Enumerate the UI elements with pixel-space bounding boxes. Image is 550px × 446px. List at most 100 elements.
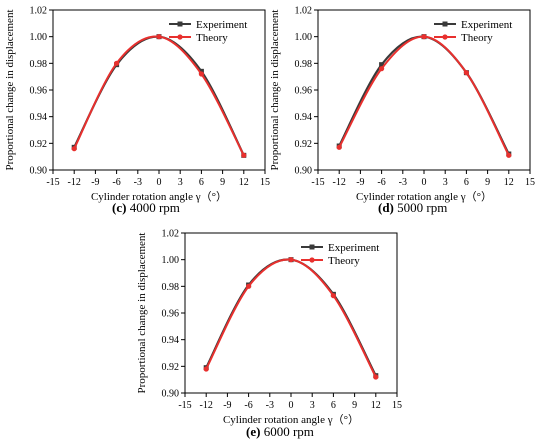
x-tick-label-e: 0 (289, 400, 294, 411)
x-tick-label-e: -3 (266, 400, 274, 411)
legend-label-theory-d: Theory (461, 32, 493, 44)
legend-label-experiment-d: Experiment (461, 19, 512, 31)
x-tick-label-c: 0 (157, 177, 162, 188)
x-tick-label-c: 9 (220, 177, 225, 188)
x-axis-label-c: Cylinder rotation angle γ（°） (91, 190, 227, 203)
data-point-theory-e (246, 283, 252, 289)
x-axis-label-e: Cylinder rotation angle γ（°） (223, 413, 359, 426)
x-tick-label-e: 12 (371, 400, 381, 411)
x-tick-label-e: 3 (310, 400, 315, 411)
series-line-theory-d (338, 35, 510, 156)
x-tick-label-d: -6 (377, 177, 385, 188)
x-tick-label-c: 15 (260, 177, 270, 188)
data-point-theory-c (241, 152, 247, 158)
legend-label-theory-c: Theory (196, 32, 228, 44)
x-tick-label-d: -12 (333, 177, 346, 188)
caption-e-text: 6000 rpm (263, 424, 314, 439)
data-point-theory-e (203, 366, 209, 372)
x-tick-label-e: 9 (352, 400, 357, 411)
x-tick-label-e: 15 (392, 400, 402, 411)
data-point-theory-c (71, 146, 77, 152)
y-tick-label-c: 0.98 (30, 59, 48, 70)
panel-c: -15 -12 -9 -6 -3 0 3 6 9 12 15 0.90 0.92 0.94 0.96 0.98… (4, 6, 270, 204)
caption-d-text: 5000 rpm (397, 200, 448, 215)
data-point-theory-e (330, 293, 336, 299)
legend-marker-theory-c (177, 34, 183, 40)
y-tick-label-e: 0.90 (162, 389, 180, 400)
y-tick-label-c: 1.02 (30, 6, 48, 17)
y-axis-label-e: Proportional change in displacement (136, 233, 148, 394)
x-tick-label-c: -6 (112, 177, 120, 188)
x-tick-label-d: 0 (422, 177, 427, 188)
legend-label-theory-e: Theory (328, 255, 360, 267)
y-tick-label-d: 0.90 (295, 166, 313, 177)
x-tick-label-e: -9 (223, 400, 231, 411)
x-tick-label-d: 6 (464, 177, 469, 188)
y-tick-label-c: 0.90 (30, 166, 48, 177)
y-tick-label-c: 0.92 (30, 139, 48, 150)
legend-marker-theory-e (309, 257, 315, 263)
y-tick-label-d: 1.02 (295, 6, 313, 17)
y-axis-label-c: Proportional change in displacement (4, 10, 16, 171)
data-point-theory-e (373, 374, 379, 380)
x-tick-label-d: 12 (504, 177, 514, 188)
y-tick-label-c: 0.94 (30, 112, 48, 123)
y-tick-label-d: 1.00 (295, 32, 313, 43)
caption-d: (d) 5000 rpm (378, 200, 447, 216)
data-point-theory-c (198, 71, 204, 77)
y-tick-label-e: 0.96 (162, 309, 180, 320)
caption-c-text: 4000 rpm (129, 200, 180, 215)
data-point-theory-d (506, 152, 512, 158)
plot-frame-e (184, 232, 398, 394)
legend-marker-experiment-d (442, 21, 448, 27)
panel-e: -15 -12 -9 -6 -3 0 3 6 9 12 15 0.90 0.92 0.94 0.96 0.98… (136, 229, 402, 427)
data-point-theory-d (336, 144, 342, 150)
x-tick-label-d: 3 (443, 177, 448, 188)
legend-label-experiment-e: Experiment (328, 242, 379, 254)
plot-frame-d (317, 9, 531, 171)
legend-label-experiment-c: Experiment (196, 19, 247, 31)
x-tick-label-c: -3 (134, 177, 142, 188)
x-tick-label-e: 6 (331, 400, 336, 411)
x-tick-label-d: -15 (311, 177, 324, 188)
y-tick-label-d: 0.92 (295, 139, 313, 150)
x-tick-label-d: -3 (399, 177, 407, 188)
caption-d-letter: (d) (378, 200, 394, 215)
data-point-experiment-d (379, 62, 385, 68)
x-tick-label-c: 6 (199, 177, 204, 188)
x-tick-label-c: 12 (239, 177, 249, 188)
y-tick-label-e: 0.98 (162, 282, 180, 293)
y-tick-label-c: 0.96 (30, 86, 48, 97)
y-tick-label-e: 1.02 (162, 229, 180, 240)
x-tick-label-d: 9 (485, 177, 490, 188)
data-point-theory-d (421, 34, 427, 40)
y-tick-label-e: 0.92 (162, 362, 180, 373)
caption-e: (e) 6000 rpm (246, 424, 314, 440)
series-line-experiment-c (73, 35, 245, 156)
legend-marker-theory-d (442, 34, 448, 40)
y-tick-label-e: 0.94 (162, 335, 180, 346)
x-tick-label-c: -12 (68, 177, 81, 188)
x-tick-label-e: -12 (200, 400, 213, 411)
data-point-theory-c (156, 34, 162, 40)
data-point-experiment-c (198, 68, 204, 74)
plot-frame-c (52, 9, 266, 171)
caption-e-letter: (e) (246, 424, 261, 439)
y-tick-label-c: 1.00 (30, 32, 48, 43)
caption-c-letter: (c) (112, 200, 127, 215)
legend-marker-experiment-c (177, 21, 183, 27)
caption-c: (c) 4000 rpm (112, 200, 180, 216)
data-point-theory-d (463, 70, 469, 76)
y-tick-label-d: 0.96 (295, 86, 313, 97)
legend-marker-experiment-e (309, 244, 315, 250)
panel-d: -15 -12 -9 -6 -3 0 3 6 9 12 15 0.90 0.92 0.94 0.96 0.98… (269, 6, 535, 204)
y-tick-label-d: 0.98 (295, 59, 313, 70)
x-axis-label-d: Cylinder rotation angle γ（°） (356, 190, 492, 203)
x-tick-label-e: -6 (244, 400, 252, 411)
x-tick-label-c: 3 (178, 177, 183, 188)
x-tick-label-e: -15 (178, 400, 191, 411)
x-tick-label-d: 15 (525, 177, 535, 188)
x-tick-label-c: -9 (91, 177, 99, 188)
series-line-theory-e (205, 258, 377, 378)
